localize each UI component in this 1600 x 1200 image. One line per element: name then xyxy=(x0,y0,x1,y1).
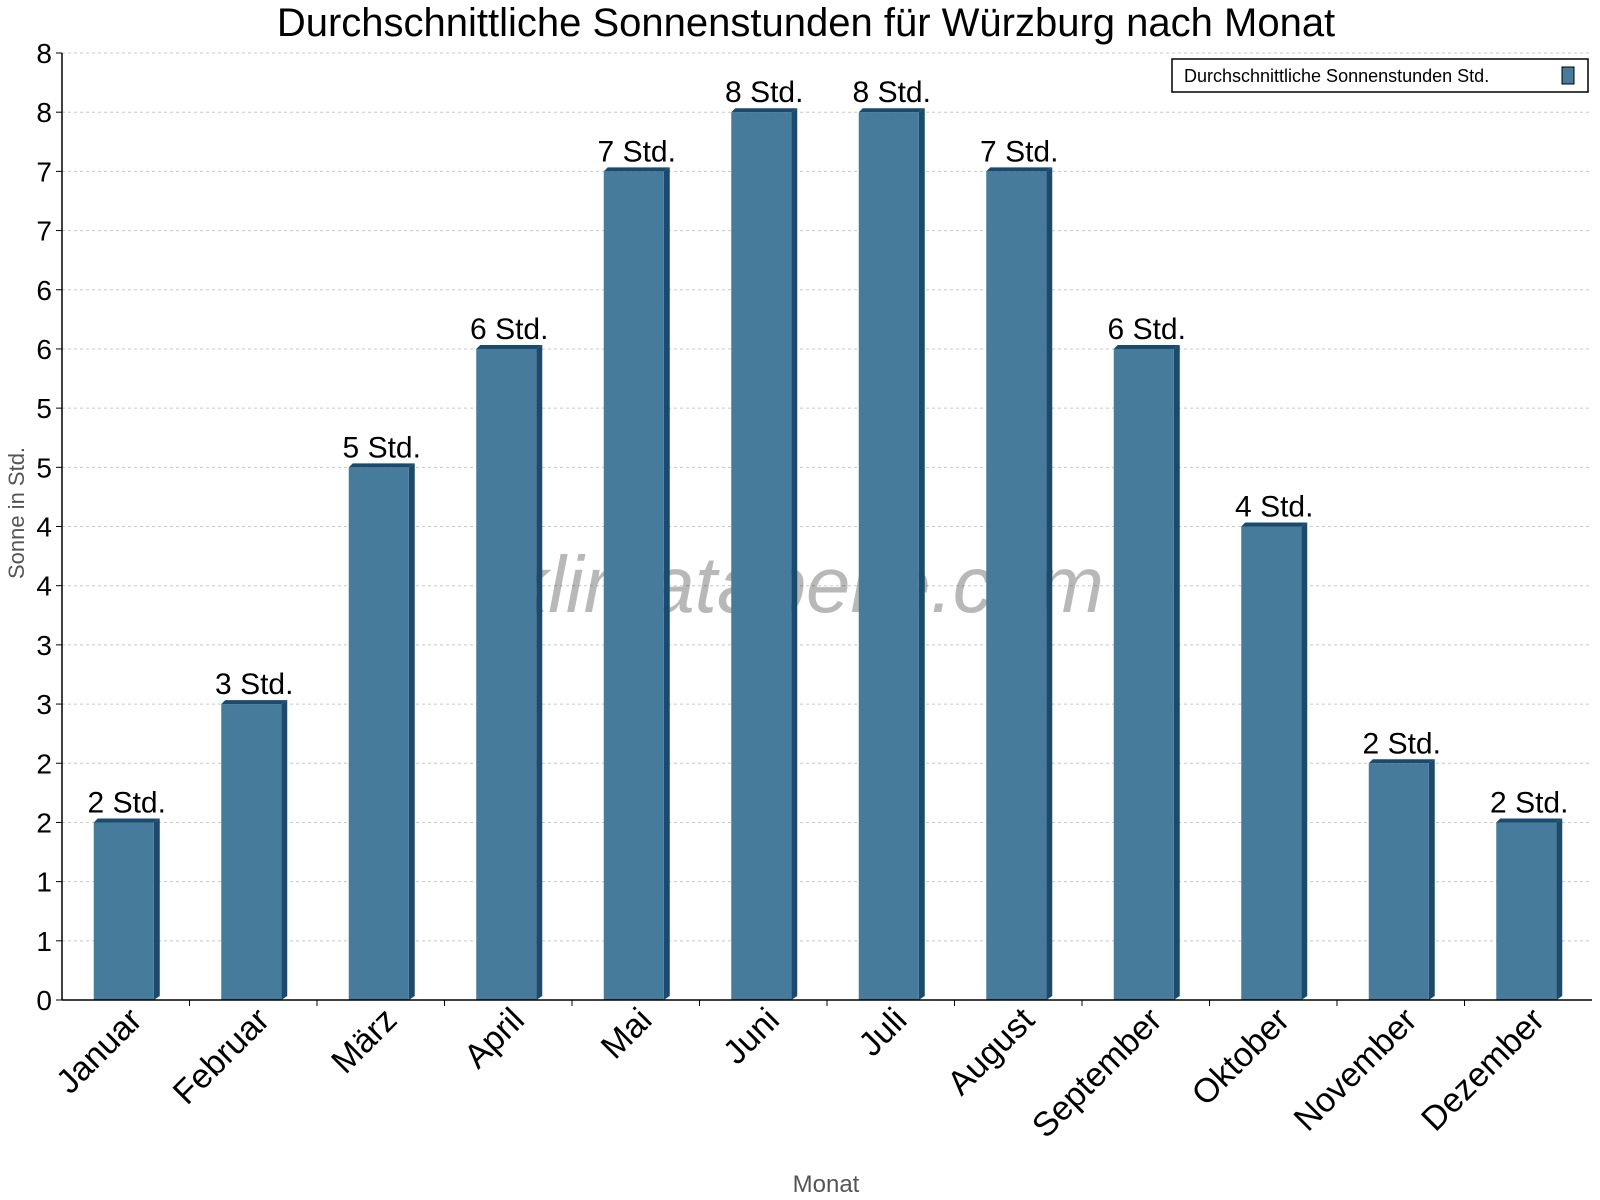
bar-side xyxy=(1428,759,1435,1000)
x-tick-label: Januar xyxy=(49,1001,149,1101)
bar-oktober: 4 Std. xyxy=(1235,491,1313,1000)
y-tick-label: 4 xyxy=(36,512,52,543)
bar-april: 6 Std. xyxy=(470,313,548,1000)
y-tick-label: 6 xyxy=(36,334,52,365)
data-label: 2 Std. xyxy=(1363,727,1441,760)
y-tick-label: 5 xyxy=(36,393,52,424)
y-tick-label: 2 xyxy=(36,807,52,838)
data-label: 6 Std. xyxy=(470,313,548,346)
chart-title: Durchschnittliche Sonnenstunden für Würz… xyxy=(277,1,1335,45)
bar-side xyxy=(663,167,670,1000)
y-tick-label: 7 xyxy=(36,156,52,187)
bar-top xyxy=(221,700,288,705)
x-tick-label: November xyxy=(1287,1001,1425,1139)
bar-side xyxy=(918,108,925,1000)
bar xyxy=(221,704,282,1000)
bar-juli: 8 Std. xyxy=(853,76,931,1000)
bar-top xyxy=(1368,759,1435,764)
bar-august: 7 Std. xyxy=(980,135,1058,1000)
bar xyxy=(93,822,154,1000)
bar-side xyxy=(1301,522,1308,1000)
data-label: 2 Std. xyxy=(1490,786,1568,819)
data-label: 8 Std. xyxy=(725,76,803,109)
bar xyxy=(731,112,792,1000)
bar-top xyxy=(731,108,798,113)
y-tick-label: 7 xyxy=(36,216,52,247)
data-label: 7 Std. xyxy=(598,135,676,168)
y-tick-label: 8 xyxy=(36,97,52,128)
bar-top xyxy=(476,344,543,349)
y-tick-label: 8 xyxy=(36,38,52,69)
bar-side xyxy=(408,463,415,1000)
bar-top xyxy=(93,818,160,823)
legend-label: Durchschnittliche Sonnenstunden Std. xyxy=(1184,66,1489,86)
y-tick-label: 2 xyxy=(36,748,52,779)
bar xyxy=(986,171,1047,1000)
x-tick-label: März xyxy=(324,1001,404,1081)
x-tick-label: Juli xyxy=(851,1001,914,1064)
bar-top xyxy=(1496,818,1563,823)
bar xyxy=(1113,348,1174,1000)
bar-top xyxy=(858,108,925,113)
bar-side xyxy=(791,108,798,1000)
y-axis-label: Sonne in Std. xyxy=(4,447,29,579)
bar-side xyxy=(1556,818,1563,1000)
bar-februar: 3 Std. xyxy=(215,668,293,1000)
x-tick-label: August xyxy=(940,1000,1042,1102)
x-tick-label: April xyxy=(457,1001,532,1076)
legend: Durchschnittliche Sonnenstunden Std. xyxy=(1171,58,1589,93)
bar xyxy=(1241,526,1302,1000)
y-tick-label: 5 xyxy=(36,452,52,483)
bar xyxy=(858,112,919,1000)
bar-dezember: 2 Std. xyxy=(1490,786,1568,1000)
data-label: 3 Std. xyxy=(215,668,293,701)
bar-top xyxy=(348,463,415,468)
y-tick-label: 4 xyxy=(36,571,52,602)
bar-top xyxy=(1113,344,1180,349)
bar-side xyxy=(536,344,543,1000)
y-tick-label: 3 xyxy=(36,630,52,661)
bar-mai: 7 Std. xyxy=(598,135,676,1000)
bar-side xyxy=(281,700,288,1000)
bar xyxy=(603,171,664,1000)
bar-side xyxy=(1173,344,1180,1000)
legend-swatch xyxy=(1561,66,1575,85)
bar-side xyxy=(153,818,160,1000)
y-tick-label: 1 xyxy=(36,926,52,957)
data-label: 7 Std. xyxy=(980,135,1058,168)
x-tick-label: Juni xyxy=(716,1001,787,1072)
bar-november: 2 Std. xyxy=(1363,727,1441,1000)
data-label: 2 Std. xyxy=(88,786,166,819)
data-label: 5 Std. xyxy=(343,431,421,464)
bar-top xyxy=(986,167,1053,172)
y-tick-label: 0 xyxy=(36,985,52,1016)
bar xyxy=(1368,763,1429,1000)
x-tick-label: Mai xyxy=(594,1001,660,1067)
data-label: 8 Std. xyxy=(853,76,931,109)
x-tick-label: Februar xyxy=(166,1001,277,1112)
data-label: 4 Std. xyxy=(1235,491,1313,524)
bar-side xyxy=(1046,167,1053,1000)
x-axis-label: Monat xyxy=(793,1171,860,1198)
x-tick-label: Dezember xyxy=(1414,1001,1552,1139)
y-tick-label: 3 xyxy=(36,689,52,720)
bar-januar: 2 Std. xyxy=(88,786,166,1000)
data-label: 6 Std. xyxy=(1108,313,1186,346)
bar-top xyxy=(603,167,670,172)
x-tick-label: Oktober xyxy=(1185,1001,1297,1113)
bar xyxy=(476,348,537,1000)
y-tick-label: 6 xyxy=(36,275,52,306)
bar-märz: 5 Std. xyxy=(343,431,421,1000)
bar xyxy=(1496,822,1557,1000)
bar-top xyxy=(1241,522,1308,527)
x-tick-label: September xyxy=(1025,1001,1169,1145)
y-tick-label: 1 xyxy=(36,867,52,898)
bar-juni: 8 Std. xyxy=(725,76,803,1000)
bar xyxy=(348,467,409,1000)
bar-september: 6 Std. xyxy=(1108,313,1186,1000)
